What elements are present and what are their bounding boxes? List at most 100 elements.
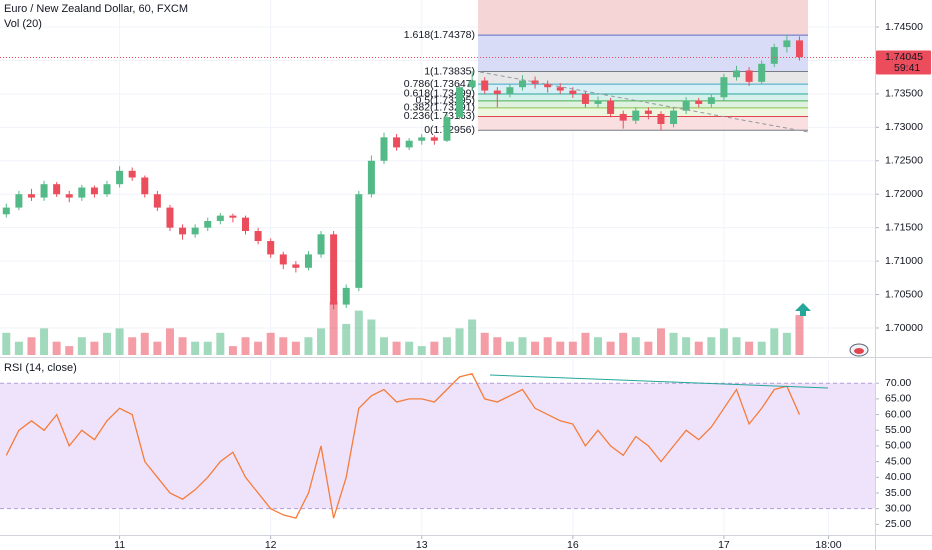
volume-bar: [757, 341, 766, 355]
candle-body: [619, 113, 627, 121]
y-tick-label: 60.00: [885, 408, 911, 420]
volume-bar: [619, 332, 628, 355]
under-layer: [0, 0, 875, 535]
candle-body: [141, 177, 149, 195]
fib-zone: [478, 35, 808, 72]
rsi-title: RSI (14, close): [4, 362, 77, 374]
candle-body: [292, 264, 300, 268]
volume-bar: [203, 341, 212, 355]
candle-body: [430, 137, 438, 141]
x-tick-label: 16: [567, 539, 579, 550]
volume-bar: [14, 341, 23, 355]
volume-bar: [2, 332, 11, 355]
rsi-line: [5, 373, 801, 519]
candle-body: [216, 215, 224, 221]
volume-bar: [468, 319, 477, 355]
x-tick-label: 11: [114, 539, 125, 550]
volume-bar: [27, 337, 36, 355]
candle-body: [304, 254, 312, 268]
volume-bar: [631, 337, 640, 355]
candle-body: [15, 194, 23, 208]
volume-bar: [140, 332, 149, 355]
y-tick-label: 25.00: [885, 518, 911, 530]
volume-bar: [581, 332, 590, 355]
fib-label: 1(1.73835): [424, 65, 475, 77]
fib-zone: [478, 84, 808, 94]
volume-bar: [543, 337, 552, 355]
volume-bar: [782, 332, 791, 355]
volume-bar: [90, 341, 99, 355]
fib-label: 0.786(1.73647): [404, 78, 475, 90]
volume-bar: [795, 315, 804, 355]
volume-bar: [354, 310, 363, 355]
volume-bar: [745, 341, 754, 355]
candle-body: [733, 70, 741, 78]
volume-bar: [103, 332, 112, 355]
candle-body: [254, 231, 262, 242]
volume-bar: [606, 341, 615, 355]
volume-bar: [669, 332, 678, 355]
volume-bar: [455, 328, 464, 355]
volume-bar: [707, 337, 716, 355]
candle-body: [443, 117, 451, 141]
volume-bar: [216, 332, 225, 355]
volume-bar: [128, 337, 137, 355]
volume-bar: [115, 328, 124, 355]
candle-body: [380, 137, 388, 161]
candle-body: [594, 100, 602, 104]
fib-zone: [478, 93, 808, 101]
last-price-box: [876, 50, 931, 75]
volume-bar: [682, 337, 691, 355]
volume-bar: [505, 341, 514, 355]
fib-zone: [478, 0, 808, 36]
candle-body: [758, 63, 766, 82]
candle-body: [355, 194, 363, 288]
volume-bar: [77, 337, 86, 355]
volume-bar: [342, 323, 351, 355]
y-tick-label: 1.74500: [885, 21, 923, 33]
y-tick-label: 1.70500: [885, 288, 923, 300]
volume-bar: [165, 328, 174, 355]
alert-icon[interactable]: [849, 343, 869, 357]
candle-body: [393, 137, 401, 148]
volume-bar: [531, 341, 540, 355]
candle-body: [707, 97, 715, 104]
candle-body: [745, 70, 753, 82]
candle-body: [367, 160, 375, 195]
up-arrow-icon[interactable]: [795, 303, 811, 316]
candle-body: [204, 220, 212, 228]
candle-body: [229, 215, 237, 218]
candle-body: [191, 227, 199, 235]
volume-bar: [493, 337, 502, 355]
candle-body: [481, 80, 489, 91]
candle-body: [720, 77, 728, 98]
fib-label: 0.236(1.73163): [404, 110, 475, 122]
candle-body: [632, 110, 640, 121]
candle-body: [556, 87, 564, 91]
fib-zone: [478, 100, 808, 108]
rsi-trend-line: [489, 374, 829, 389]
candle-body: [179, 227, 187, 235]
x-tick-label: 17: [718, 539, 730, 550]
volume-bar: [568, 341, 577, 355]
candle-body: [242, 217, 250, 232]
candle-body: [670, 110, 678, 124]
candle-body: [456, 87, 464, 118]
volume-bar: [405, 341, 414, 355]
candle-body: [695, 100, 703, 104]
candle-body: [40, 184, 48, 198]
volume-bar: [732, 337, 741, 355]
volume-bar: [304, 337, 313, 355]
candle-body: [418, 137, 426, 141]
volume-bar: [65, 346, 74, 355]
candle-body: [607, 100, 615, 114]
candle-body: [544, 83, 552, 88]
candle-body: [90, 187, 98, 195]
fib-zone: [478, 116, 808, 131]
fib-zone: [478, 107, 808, 117]
chart-title: Euro / New Zealand Dollar, 60, FXCM: [4, 3, 188, 15]
marks-layer: 111213161718:001.745001.740001.735001.73…: [0, 21, 931, 550]
volume-bar: [379, 337, 388, 355]
candle-body: [27, 194, 35, 198]
candle-body: [569, 90, 577, 94]
